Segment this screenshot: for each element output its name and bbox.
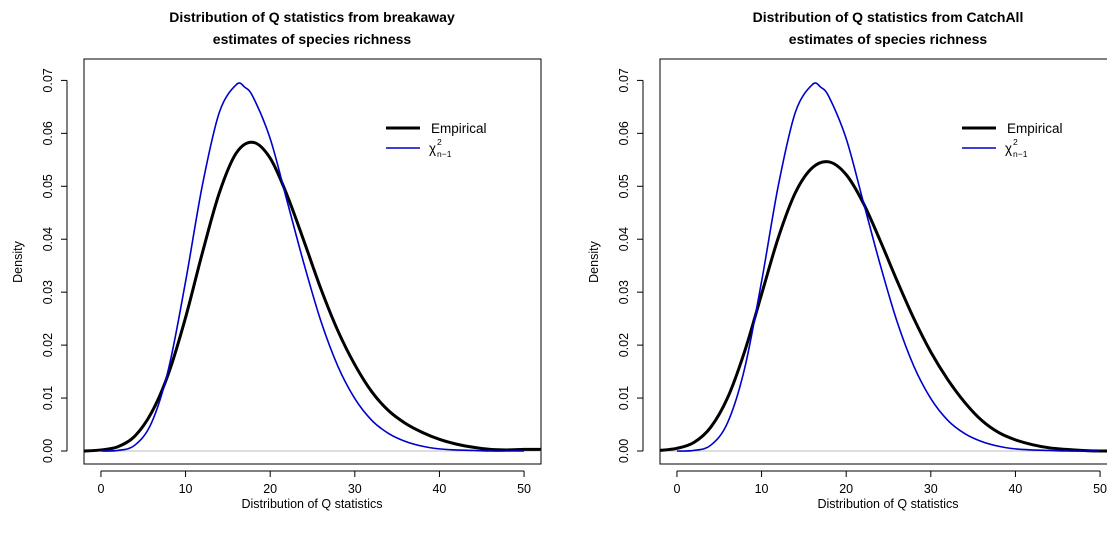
series-line-empirical (83, 140, 542, 453)
y-tick-label: 0.00 (617, 439, 631, 463)
x-tick-label: 20 (263, 482, 277, 496)
series-lines (83, 82, 542, 453)
y-tick-label: 0.04 (617, 227, 631, 251)
y-axis-label: Density (587, 240, 601, 282)
chart-title-line2: estimates of species richness (213, 31, 412, 47)
series-line-chisq (100, 82, 525, 452)
y-tick-label: 0.04 (41, 227, 55, 251)
x-tick-label: 50 (1093, 482, 1107, 496)
legend-label-empirical: Empirical (1007, 121, 1063, 136)
x-tick-label: 0 (673, 482, 680, 496)
legend: Empirical χ 2 n−1 (386, 121, 487, 159)
y-tick-label: 0.01 (617, 386, 631, 410)
legend-label-chi-sub: n−1 (437, 149, 452, 159)
y-tick-label: 0.07 (41, 68, 55, 92)
y-tick-label: 0.06 (617, 121, 631, 145)
x-tick-label: 30 (348, 482, 362, 496)
y-tick-label: 0.05 (617, 174, 631, 198)
x-tick-label: 50 (517, 482, 531, 496)
x-axis: 0 10 20 30 40 50 (673, 470, 1107, 496)
legend-label-chi-sub: n−1 (1013, 149, 1028, 159)
legend: Empirical χ 2 n−1 (962, 121, 1063, 159)
plot-box (659, 58, 1107, 465)
y-tick-label: 0.01 (41, 386, 55, 410)
y-tick-label: 0.03 (617, 280, 631, 304)
legend-label-empirical: Empirical (431, 121, 487, 136)
chart-title-line1: Distribution of Q statistics from CatchA… (753, 9, 1024, 25)
y-axis: 0.00 0.01 0.02 0.03 0.04 0.05 0.06 0.07 (617, 68, 644, 463)
y-tick-label: 0.03 (41, 280, 55, 304)
legend-label-chi-sup: 2 (1013, 137, 1018, 147)
chart-panel-left: Distribution of Q statistics from breaka… (11, 9, 542, 511)
x-tick-label: 40 (432, 482, 446, 496)
legend-label-chi: χ (1005, 141, 1012, 156)
series-lines (659, 82, 1107, 453)
plot-box (83, 58, 542, 465)
chart-panel-right: Distribution of Q statistics from CatchA… (587, 9, 1107, 511)
x-tick-label: 30 (924, 482, 938, 496)
series-line-chisq (676, 82, 1101, 452)
x-tick-label: 10 (755, 482, 769, 496)
x-tick-label: 40 (1008, 482, 1022, 496)
y-tick-label: 0.05 (41, 174, 55, 198)
y-tick-label: 0.00 (41, 439, 55, 463)
legend-label-chi: χ (429, 141, 436, 156)
x-axis-label: Distribution of Q statistics (817, 497, 958, 511)
chart-title-line2: estimates of species richness (789, 31, 988, 47)
y-tick-label: 0.02 (617, 333, 631, 357)
y-tick-label: 0.02 (41, 333, 55, 357)
y-axis: 0.00 0.01 0.02 0.03 0.04 0.05 0.06 0.07 (41, 68, 68, 463)
x-axis-label: Distribution of Q statistics (241, 497, 382, 511)
x-axis: 0 10 20 30 40 50 (97, 470, 531, 496)
x-tick-label: 10 (179, 482, 193, 496)
y-axis-label: Density (11, 240, 25, 282)
y-tick-label: 0.06 (41, 121, 55, 145)
chart-title-line1: Distribution of Q statistics from breaka… (169, 9, 455, 25)
legend-label-chi-sup: 2 (437, 137, 442, 147)
y-tick-label: 0.07 (617, 68, 631, 92)
series-line-empirical (659, 160, 1107, 453)
x-tick-label: 0 (97, 482, 104, 496)
x-tick-label: 20 (839, 482, 853, 496)
